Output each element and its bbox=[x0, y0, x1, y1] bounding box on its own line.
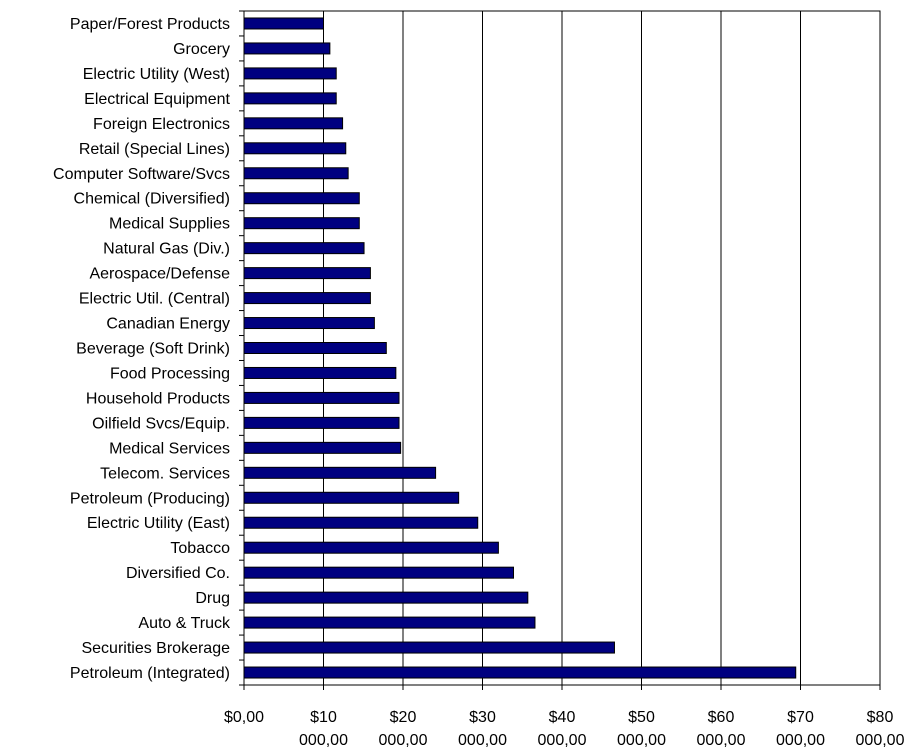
category-label: Electrical Equipment bbox=[84, 91, 230, 108]
category-label: Tobacco bbox=[170, 540, 230, 557]
category-label: Grocery bbox=[173, 41, 230, 58]
bar bbox=[243, 641, 615, 654]
x-tick-label: $60 bbox=[708, 709, 735, 726]
bar bbox=[243, 491, 460, 504]
x-tick-label: $40 bbox=[549, 709, 576, 726]
category-label: Computer Software/Svcs bbox=[53, 166, 230, 183]
bar bbox=[243, 167, 349, 180]
category-label: Auto & Truck bbox=[138, 615, 231, 632]
bar bbox=[243, 117, 344, 130]
x-tick-label: $80 bbox=[867, 709, 894, 726]
x-tick-label: $70 bbox=[787, 709, 814, 726]
category-label: Securities Brokerage bbox=[81, 640, 230, 657]
bar bbox=[243, 416, 400, 429]
x-tick-label: 000,00 bbox=[458, 732, 507, 749]
bar bbox=[243, 67, 337, 80]
category-label: Medical Services bbox=[109, 440, 230, 457]
bar bbox=[243, 192, 360, 205]
category-label: Telecom. Services bbox=[100, 465, 230, 482]
bar bbox=[243, 616, 536, 629]
bar bbox=[243, 17, 324, 30]
bar bbox=[243, 591, 529, 604]
bar bbox=[243, 666, 797, 679]
bar bbox=[243, 391, 400, 404]
category-label: Aerospace/Defense bbox=[89, 266, 230, 283]
plot-area: Paper/Forest Products Grocery Electric Uti… bbox=[53, 10, 905, 749]
bar bbox=[243, 541, 499, 554]
category-label: Chemical (Diversified) bbox=[74, 191, 230, 208]
x-tick-label: 000,00 bbox=[856, 732, 905, 749]
category-label: Retail (Special Lines) bbox=[79, 141, 230, 158]
category-label: Electric Utility (West) bbox=[83, 66, 230, 83]
category-label: Oilfield Svcs/Equip. bbox=[92, 415, 230, 432]
x-tick-label: $30 bbox=[469, 709, 496, 726]
bar bbox=[243, 516, 479, 529]
category-label: Electric Utility (East) bbox=[87, 515, 230, 532]
category-label: Household Products bbox=[86, 390, 230, 407]
x-tick-label: 000,00 bbox=[299, 732, 348, 749]
category-label: Petroleum (Integrated) bbox=[70, 665, 230, 682]
bar bbox=[243, 366, 397, 379]
category-label: Petroleum (Producing) bbox=[70, 490, 230, 507]
bar bbox=[243, 217, 360, 230]
category-label: Foreign Electronics bbox=[93, 116, 230, 133]
bar bbox=[243, 267, 371, 280]
bar bbox=[243, 317, 375, 330]
bar bbox=[243, 142, 347, 155]
x-tick-label: 000,00 bbox=[697, 732, 746, 749]
x-tick-label: 000,00 bbox=[617, 732, 666, 749]
category-label: Electric Util. (Central) bbox=[79, 291, 230, 308]
x-tick-label: $10 bbox=[310, 709, 337, 726]
bar bbox=[243, 292, 371, 305]
x-tick-label: $20 bbox=[390, 709, 417, 726]
category-label: Food Processing bbox=[110, 365, 230, 382]
bar bbox=[243, 566, 515, 579]
category-label: Diversified Co. bbox=[126, 565, 230, 582]
category-label: Natural Gas (Div.) bbox=[103, 241, 230, 258]
bar bbox=[243, 242, 365, 255]
x-tick-label: $0,00 bbox=[224, 709, 264, 726]
bar bbox=[243, 466, 437, 479]
bar bbox=[243, 342, 387, 354]
x-tick-label: 000,00 bbox=[379, 732, 428, 749]
x-tick-label: 000,00 bbox=[538, 732, 587, 749]
x-tick-label: $50 bbox=[628, 709, 655, 726]
category-label: Paper/Forest Products bbox=[70, 16, 230, 33]
bar bbox=[243, 441, 402, 454]
bar bbox=[243, 92, 337, 105]
x-tick-label: 000,00 bbox=[776, 732, 825, 749]
category-label: Medical Supplies bbox=[109, 216, 230, 233]
category-label: Canadian Energy bbox=[106, 316, 230, 333]
bar bbox=[243, 42, 331, 55]
category-label: Beverage (Soft Drink) bbox=[76, 341, 230, 358]
category-label: Drug bbox=[195, 590, 230, 607]
